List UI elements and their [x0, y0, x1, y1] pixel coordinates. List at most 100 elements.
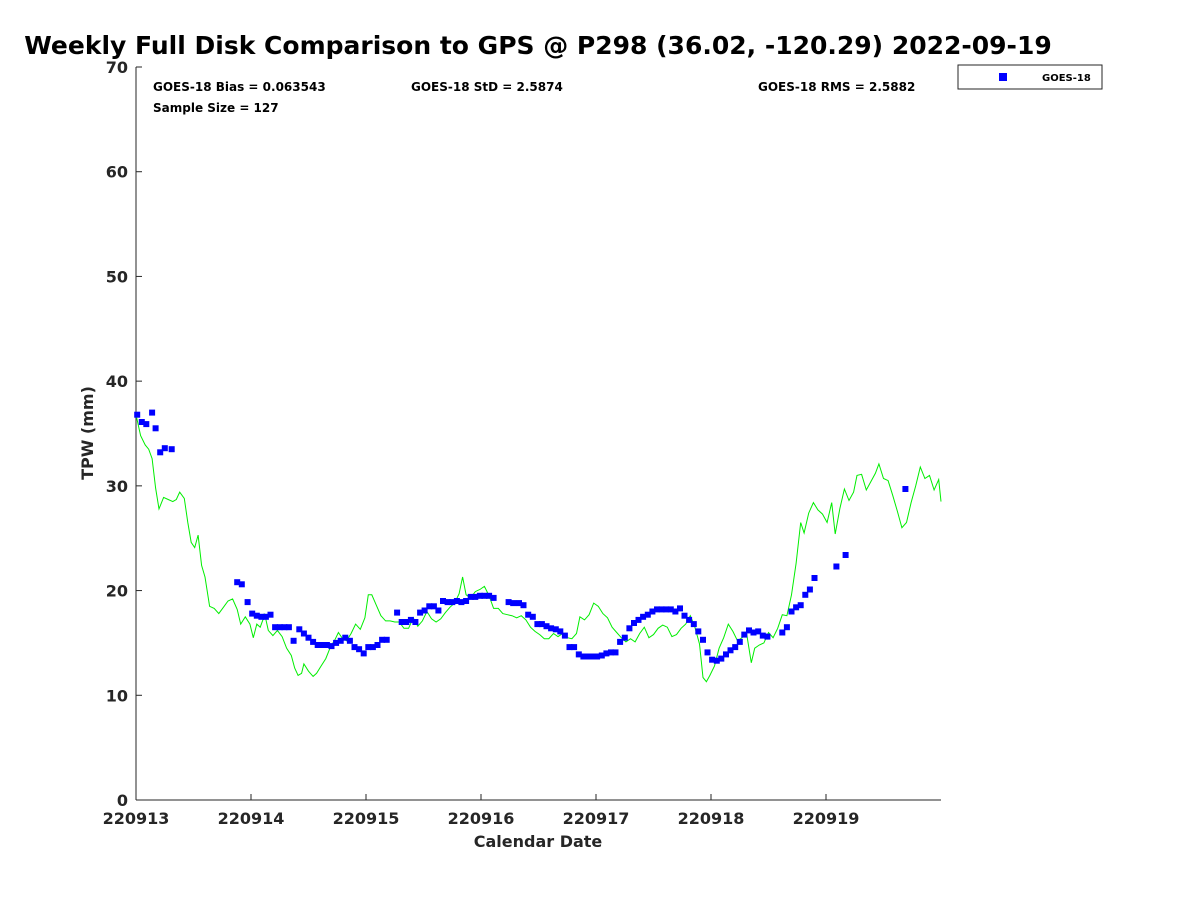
goes-18-point [490, 594, 497, 601]
legend: GOES-18 [957, 64, 1103, 90]
goes-18-point [741, 631, 748, 638]
goes-18-point [472, 593, 479, 600]
goes-18-point [272, 624, 279, 631]
goes-18-point [394, 609, 401, 616]
goes-18-point [234, 579, 241, 586]
goes-18-point [658, 606, 665, 613]
goes-18-point [788, 608, 795, 615]
goes-18-point [369, 644, 376, 651]
goes-18-point [360, 650, 367, 657]
goes-18-point [267, 611, 274, 618]
goes-18-point [520, 602, 527, 609]
goes-18-point [654, 606, 660, 613]
goes-18-point [552, 626, 559, 633]
y-tick-label: 0 [117, 791, 128, 810]
y-tick-label: 10 [106, 686, 128, 705]
goes-18-point [300, 630, 307, 637]
goes-18-point [718, 655, 725, 662]
goes-18-point [453, 598, 460, 604]
goes-18-point [783, 624, 790, 631]
goes-18-point [328, 643, 335, 650]
x-axis-ticks: 220913 220914 220915 220916 220917 220918 2209… [103, 794, 860, 828]
goes-18-point [168, 446, 175, 453]
goes-18-point [435, 607, 442, 614]
goes-18-point [281, 624, 288, 631]
y-tick-label: 50 [106, 267, 128, 286]
y-tick-label: 70 [106, 58, 128, 77]
goes-18-point [157, 449, 164, 456]
legend-label-goes-18: GOES-18 [1042, 73, 1091, 84]
goes-18-point [677, 605, 683, 612]
goes-18-point [505, 599, 512, 606]
goes-18-point [463, 598, 470, 604]
goes-18-point [755, 628, 762, 635]
goes-18-point [779, 629, 786, 636]
goes-18-point [296, 626, 303, 633]
y-tick-label: 30 [106, 477, 128, 496]
x-tick-label: 220919 [793, 809, 860, 828]
goes-18-point [704, 649, 711, 656]
goes-18-point [589, 653, 596, 660]
goes-18-point [806, 586, 813, 593]
x-tick-label: 220916 [448, 809, 515, 828]
goes-18-point [811, 575, 818, 581]
goes-18-point [617, 638, 624, 645]
legend-box [957, 64, 1103, 90]
goes-18-point [262, 613, 269, 620]
goes-18-point [525, 611, 532, 618]
std-stat: GOES-18 StD = 2.5874 [411, 80, 563, 94]
goes-18-point [732, 644, 739, 651]
goes-18-point [529, 613, 536, 620]
goes-18-point [797, 602, 804, 609]
goes-18-point [310, 638, 317, 645]
goes-18-point [398, 619, 405, 625]
goes-18-point [566, 644, 573, 651]
goes-18-point [426, 603, 433, 610]
goes-18-point [449, 599, 456, 606]
goes-18-point [700, 636, 706, 643]
goes-18-point [346, 637, 353, 644]
goes-18-point [417, 609, 424, 616]
x-tick-label: 220915 [333, 809, 400, 828]
goes-18-point [621, 634, 628, 641]
goes-18-point [516, 600, 522, 607]
goes-18-point [902, 486, 909, 492]
goes-18-point [608, 649, 614, 656]
goes-18-point [458, 599, 465, 606]
goes-18-point [258, 613, 265, 620]
goes-18-point [143, 421, 150, 428]
goes-18-point [686, 616, 693, 623]
goes-18-point [713, 657, 720, 664]
y-tick-label: 60 [106, 163, 128, 182]
x-tick-label: 220913 [103, 809, 170, 828]
goes-18-point [746, 627, 752, 634]
x-tick-label: 220918 [678, 809, 745, 828]
goes-18-point [842, 552, 849, 558]
goes-18-point [538, 621, 545, 628]
goes-18-point [631, 620, 637, 626]
goes-18-point [543, 623, 550, 630]
goes-18-point [333, 639, 340, 646]
goes-18-point [134, 411, 141, 418]
goes-18-point [249, 610, 256, 617]
goes-18-point [575, 651, 582, 658]
goes-18-point [486, 592, 493, 599]
x-tick-label: 220914 [218, 809, 285, 828]
goes-18-point [690, 621, 697, 628]
goes-18-point [319, 642, 326, 648]
series-layer [134, 409, 942, 683]
goes-18-point [412, 619, 419, 625]
y-tick-label: 20 [106, 582, 128, 601]
y-axis-ticks: 0 10 20 30 40 50 60 70 [106, 58, 142, 810]
goes-18-point [244, 599, 251, 606]
goes-18-point [290, 637, 297, 644]
goes-18-point [649, 608, 656, 615]
goes-18-point [276, 624, 283, 631]
goes-18-point [467, 593, 474, 600]
goes-18-point [759, 632, 766, 639]
sample-size-stat: Sample Size = 127 [153, 101, 279, 115]
y-axis-label: TPW (mm) [78, 386, 97, 480]
goes-18-point [534, 621, 541, 628]
goes-18-point [444, 599, 451, 606]
